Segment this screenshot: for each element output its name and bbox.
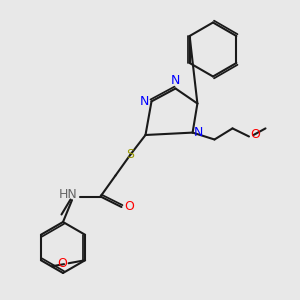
Text: O: O <box>250 128 260 142</box>
Text: O: O <box>57 257 67 270</box>
Text: N: N <box>171 74 180 87</box>
Text: O: O <box>124 200 134 214</box>
Text: N: N <box>140 95 149 108</box>
Text: S: S <box>127 148 134 161</box>
Text: N: N <box>194 126 203 139</box>
Text: HN: HN <box>59 188 78 202</box>
